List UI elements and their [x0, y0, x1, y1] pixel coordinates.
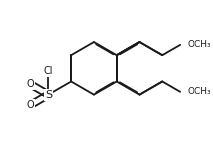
Text: OCH₃: OCH₃: [188, 87, 211, 96]
Text: Cl: Cl: [44, 66, 53, 76]
Text: OCH₃: OCH₃: [188, 40, 211, 49]
Text: S: S: [45, 90, 52, 100]
Text: O: O: [27, 100, 34, 110]
Text: O: O: [27, 79, 34, 89]
